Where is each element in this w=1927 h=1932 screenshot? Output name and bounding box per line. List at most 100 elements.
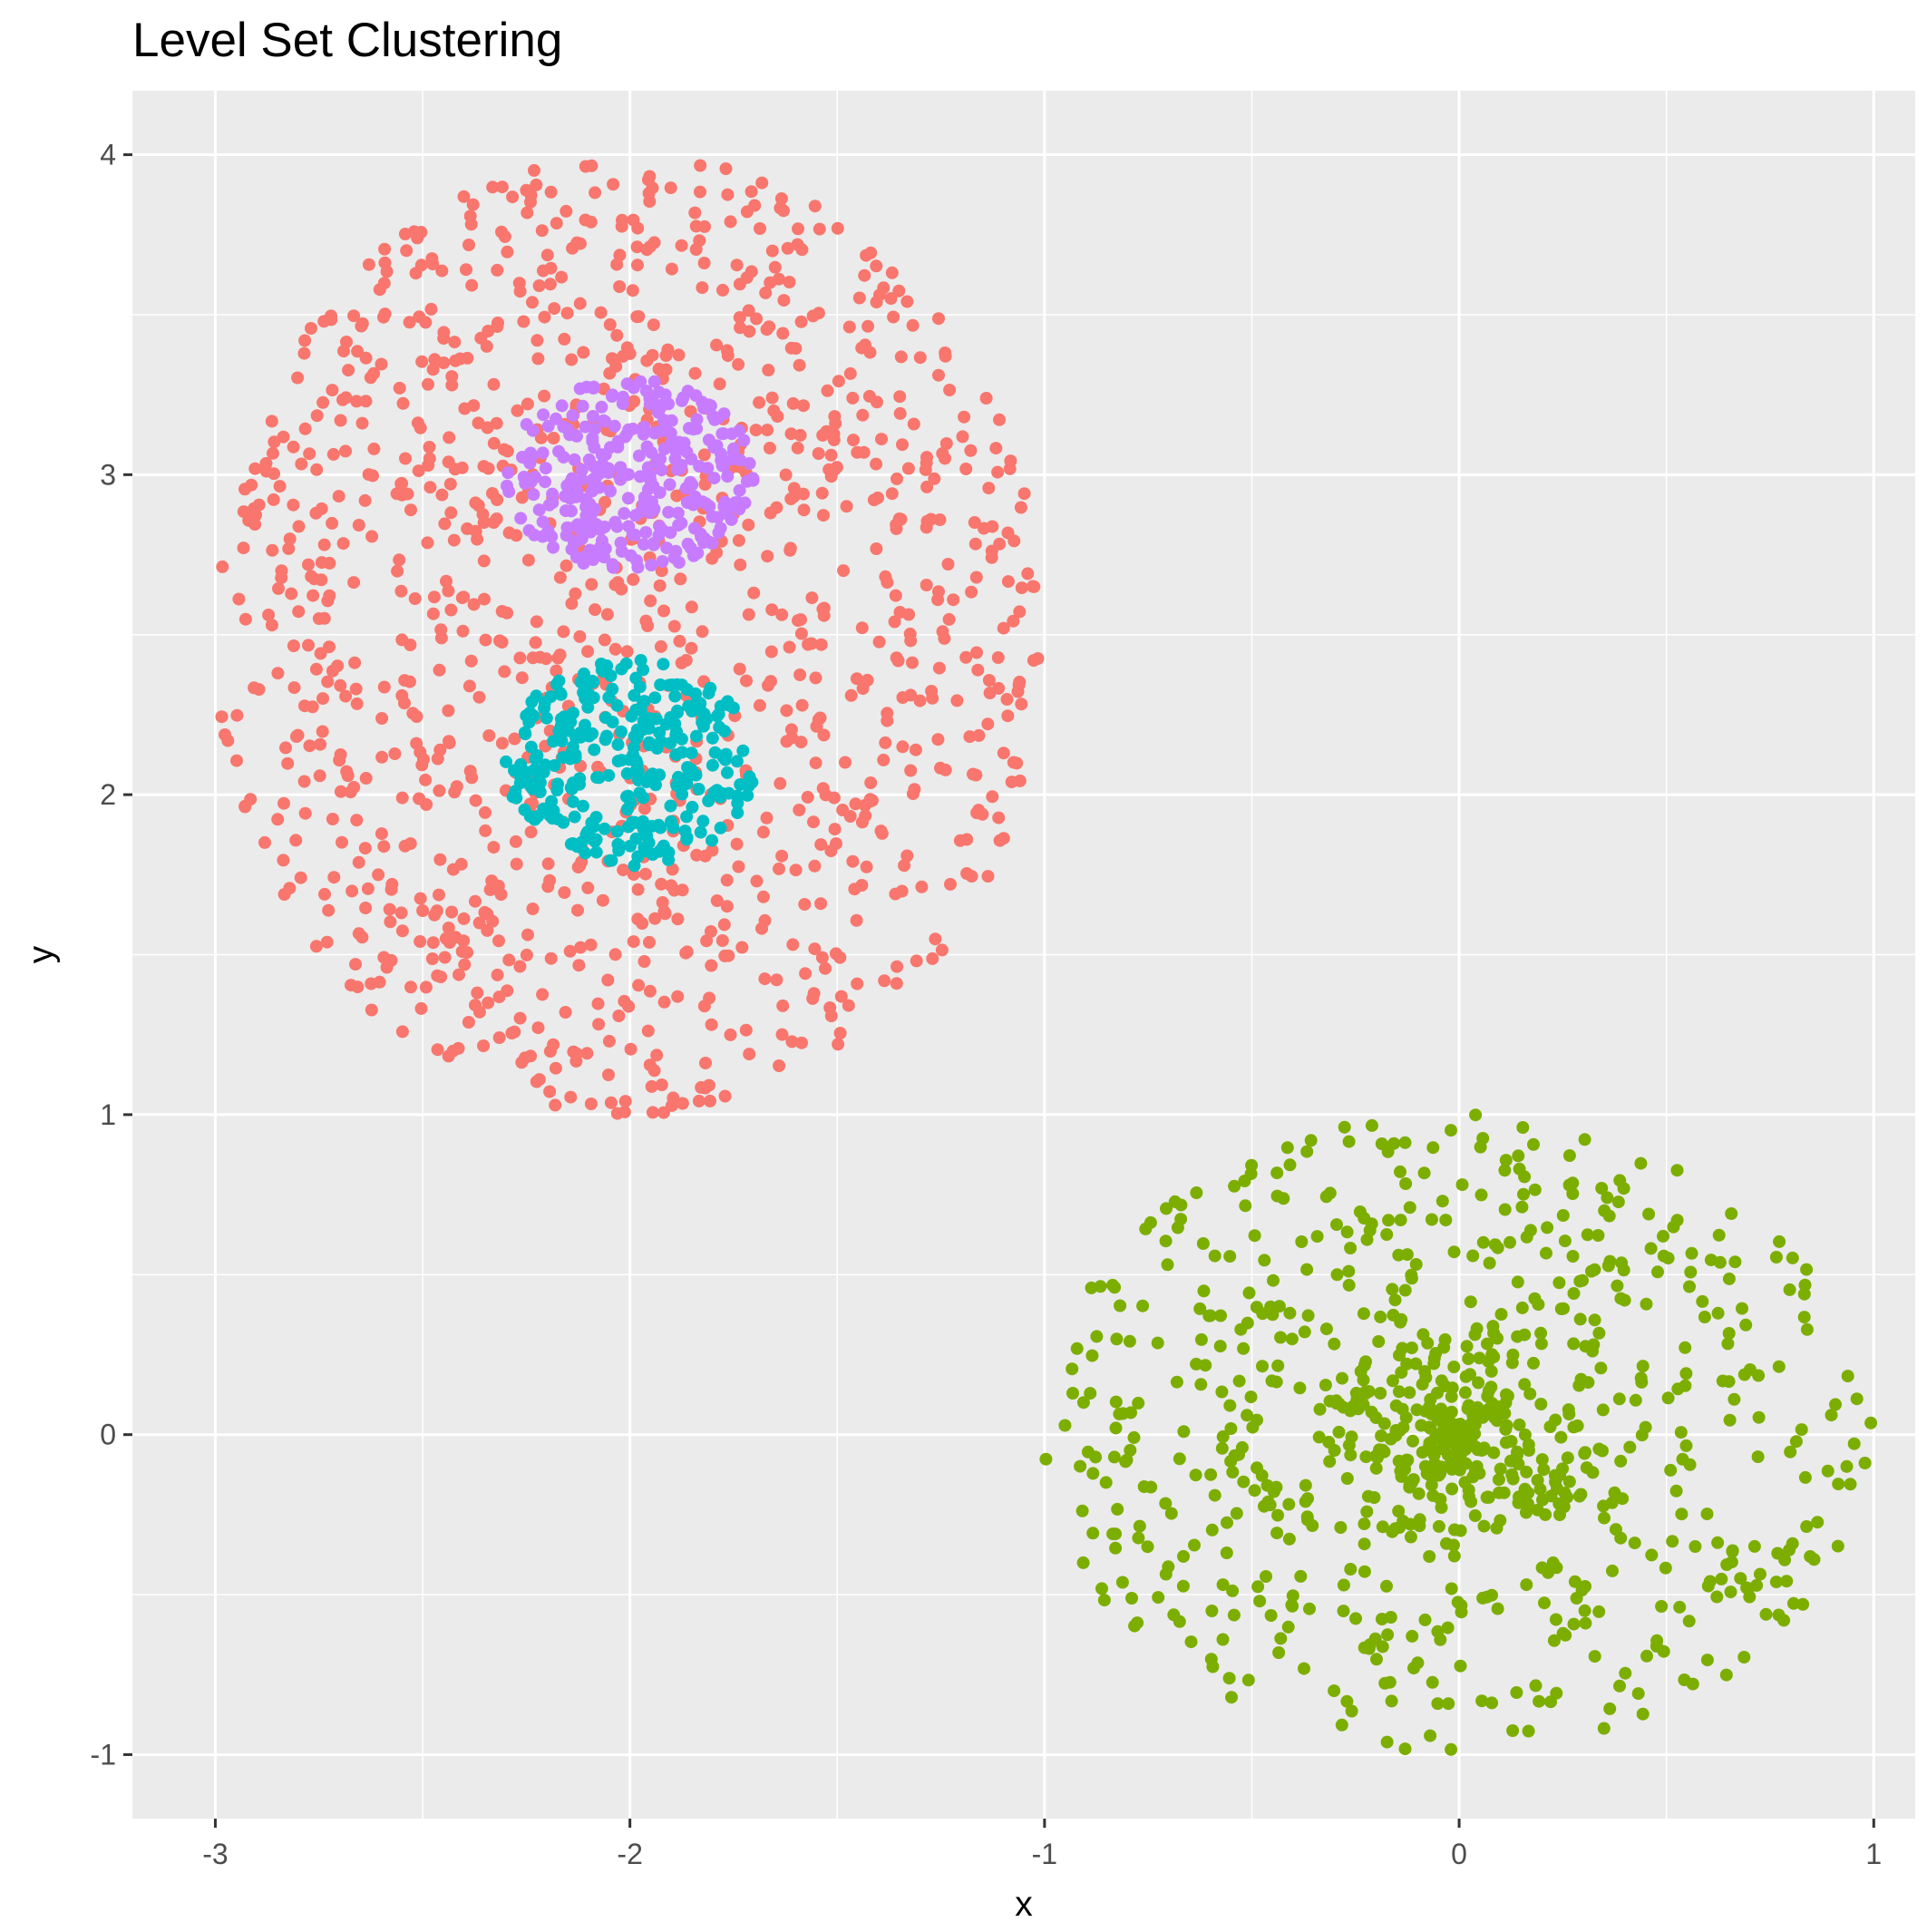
data-point: [610, 520, 624, 533]
data-point: [1777, 1614, 1791, 1627]
data-point: [632, 310, 646, 323]
data-point: [606, 682, 619, 696]
data-point: [637, 955, 651, 968]
data-point: [1651, 1265, 1664, 1279]
data-point: [550, 664, 563, 678]
data-point: [248, 462, 262, 475]
data-point: [607, 561, 620, 574]
data-point: [394, 906, 408, 920]
data-point: [462, 239, 475, 251]
data-point: [610, 328, 624, 342]
data-point: [891, 472, 903, 485]
data-point: [1234, 1322, 1248, 1336]
data-point: [501, 466, 515, 480]
data-point: [1618, 1293, 1631, 1307]
data-point: [435, 488, 449, 502]
data-point: [772, 272, 785, 286]
data-point: [365, 1003, 378, 1017]
data-point: [680, 810, 694, 824]
data-point: [637, 421, 651, 434]
data-point: [294, 871, 307, 884]
data-point: [359, 395, 373, 408]
data-point: [1267, 1485, 1280, 1498]
data-point: [915, 880, 929, 893]
data-point: [248, 681, 261, 695]
data-point: [731, 806, 745, 820]
data-point: [310, 409, 324, 423]
data-point: [1432, 1519, 1445, 1533]
data-point: [309, 506, 323, 520]
data-point: [664, 181, 677, 195]
data-point: [1841, 1370, 1854, 1383]
data-point: [422, 377, 434, 391]
data-point: [685, 746, 698, 760]
data-point: [1225, 1691, 1238, 1704]
data-point: [1184, 1635, 1198, 1649]
data-point: [964, 444, 978, 457]
data-point: [419, 773, 433, 786]
data-point: [907, 417, 920, 431]
data-point: [920, 579, 933, 591]
data-point: [547, 541, 560, 554]
data-point: [963, 730, 977, 744]
data-point: [736, 744, 750, 757]
chart-title: Level Set Clustering: [132, 14, 563, 67]
data-point: [313, 769, 326, 783]
data-point: [609, 359, 623, 373]
data-point: [262, 609, 276, 621]
data-point: [559, 1006, 572, 1019]
data-point: [735, 941, 749, 954]
data-point: [1520, 1506, 1533, 1519]
data-point: [717, 918, 731, 932]
data-point: [887, 310, 900, 324]
data-point: [1003, 462, 1017, 475]
data-point: [1831, 1539, 1844, 1553]
data-point: [1807, 1553, 1821, 1566]
data-point: [1388, 1293, 1402, 1307]
data-point: [870, 457, 883, 471]
data-point: [532, 503, 546, 517]
data-point: [421, 536, 434, 550]
x-tick-label: 0: [1451, 1838, 1467, 1870]
data-point: [1850, 1392, 1864, 1406]
data-point: [1255, 1469, 1269, 1482]
data-point: [1013, 675, 1027, 688]
data-point: [1623, 1440, 1637, 1454]
data-point: [627, 213, 640, 227]
data-point: [1674, 1426, 1688, 1439]
data-point: [730, 755, 744, 768]
data-point: [1342, 1278, 1356, 1292]
data-point: [669, 444, 683, 458]
data-point: [756, 890, 770, 903]
data-point: [655, 463, 668, 477]
data-point: [1722, 1327, 1736, 1340]
data-point: [732, 860, 745, 873]
data-point: [637, 802, 651, 815]
data-point: [1720, 1558, 1734, 1571]
data-point: [599, 711, 612, 725]
data-point: [663, 478, 676, 492]
data-point: [388, 747, 402, 760]
data-point: [688, 366, 702, 380]
data-point: [1085, 1349, 1099, 1362]
data-point: [1418, 1365, 1432, 1378]
data-point: [783, 542, 797, 555]
data-point: [1369, 1411, 1383, 1424]
data-point: [1407, 1662, 1420, 1675]
data-point: [865, 794, 879, 807]
data-point: [419, 316, 433, 329]
data-point: [425, 952, 439, 965]
data-point: [1535, 1453, 1549, 1467]
data-point: [1476, 1235, 1490, 1249]
data-point: [864, 776, 878, 789]
data-point: [658, 907, 672, 921]
data-point: [502, 953, 516, 967]
data-point: [1682, 1615, 1696, 1628]
data-point: [1215, 1441, 1229, 1455]
data-point: [524, 446, 538, 460]
data-point: [506, 190, 520, 204]
data-point: [688, 206, 702, 220]
data-point: [624, 839, 637, 853]
data-point: [1241, 1409, 1254, 1422]
